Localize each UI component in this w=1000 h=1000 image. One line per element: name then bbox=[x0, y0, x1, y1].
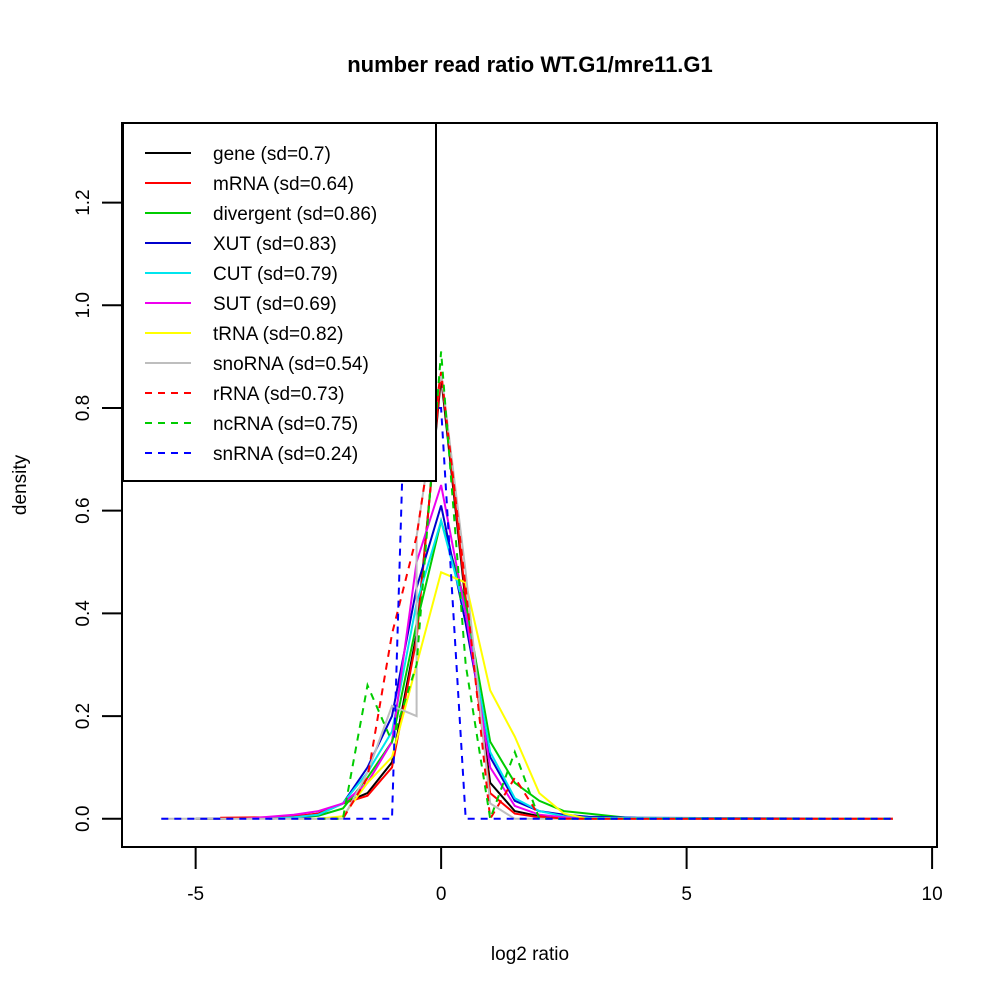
chart-title: number read ratio WT.G1/mre11.G1 bbox=[347, 52, 713, 77]
series-line-3 bbox=[269, 505, 893, 820]
y-tick-label: 0.8 bbox=[73, 395, 94, 421]
series-line-8 bbox=[318, 371, 893, 822]
series-line-2 bbox=[269, 517, 893, 820]
legend: gene (sd=0.7) mRNA (sd=0.64) divergent (sd… bbox=[122, 122, 437, 482]
legend-label: tRNA (sd=0.82) bbox=[213, 324, 343, 345]
y-tick-label: 0.4 bbox=[73, 600, 94, 627]
x-tick-label: 5 bbox=[681, 884, 692, 905]
legend-label: mRNA (sd=0.64) bbox=[213, 174, 354, 195]
legend-label: SUT (sd=0.69) bbox=[213, 294, 337, 315]
legend-label: divergent (sd=0.86) bbox=[213, 204, 377, 225]
legend-label: snRNA (sd=0.24) bbox=[213, 444, 358, 465]
legend-label: rRNA (sd=0.73) bbox=[213, 384, 344, 405]
series-line-10 bbox=[161, 407, 893, 820]
legend-label: snoRNA (sd=0.54) bbox=[213, 354, 369, 375]
y-axis: 0.0 0.2 0.4 0.6 0.8 1.0 1.2 bbox=[73, 189, 122, 832]
x-axis: -5 0 5 10 bbox=[187, 846, 943, 905]
x-tick-label: 0 bbox=[436, 884, 447, 905]
x-tick-label: -5 bbox=[187, 884, 204, 905]
y-tick-label: 0.0 bbox=[73, 806, 94, 832]
y-tick-label: 0.2 bbox=[73, 703, 94, 729]
legend-label: gene (sd=0.7) bbox=[213, 144, 331, 165]
legend-label: CUT (sd=0.79) bbox=[213, 264, 338, 285]
legend-label: ncRNA (sd=0.75) bbox=[213, 414, 358, 435]
y-tick-label: 0.6 bbox=[73, 497, 94, 523]
y-axis-label: density bbox=[10, 454, 31, 515]
y-tick-label: 1.2 bbox=[73, 189, 94, 215]
series-line-9 bbox=[318, 351, 893, 823]
series-line-5 bbox=[244, 484, 893, 820]
legend-label: XUT (sd=0.83) bbox=[213, 234, 337, 255]
series-line-6 bbox=[293, 570, 893, 820]
x-tick-label: 10 bbox=[922, 884, 943, 905]
y-tick-label: 1.0 bbox=[73, 292, 94, 318]
series-layer bbox=[161, 351, 893, 823]
series-line-4 bbox=[269, 517, 893, 820]
x-axis-label: log2 ratio bbox=[491, 944, 569, 965]
